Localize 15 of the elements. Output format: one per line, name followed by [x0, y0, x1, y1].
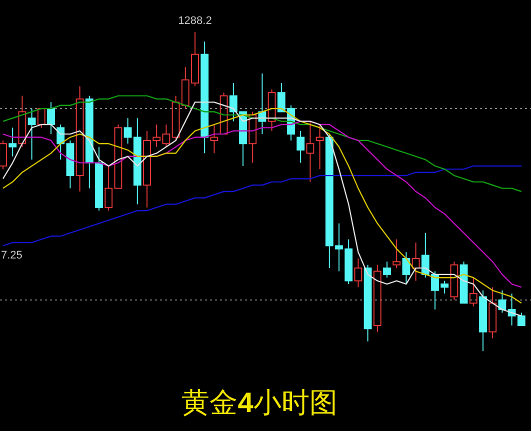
text: 黄金4小时图 [182, 387, 338, 418]
candlestick [373, 264, 382, 332]
candlestick [8, 127, 17, 157]
candlestick [306, 120, 314, 182]
candlestick [412, 242, 420, 282]
candlestick [47, 102, 55, 135]
candlestick [316, 124, 324, 170]
candlestick [28, 108, 36, 160]
annotation: 1288.2 [178, 15, 212, 27]
annotation: 7.25 [1, 249, 22, 262]
candlestick [210, 124, 218, 154]
candlestick [76, 86, 84, 192]
candlestick [469, 277, 478, 307]
candlestick [296, 130, 305, 164]
candlestick [200, 41, 209, 154]
